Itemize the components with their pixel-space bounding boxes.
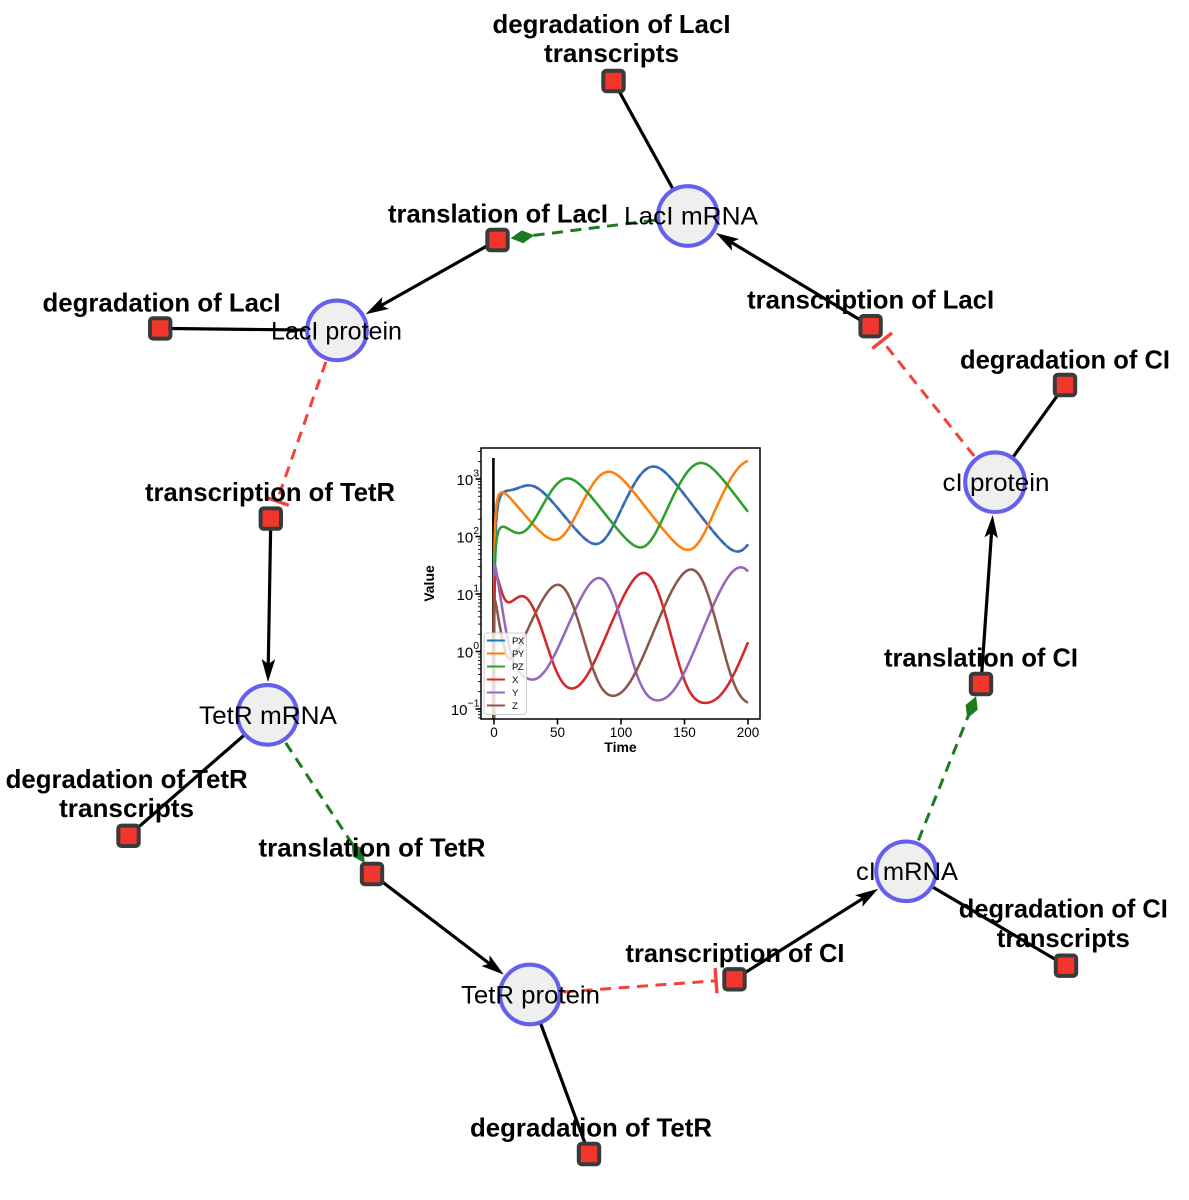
svg-text:PZ: PZ — [512, 662, 524, 673]
svg-text:0: 0 — [473, 640, 479, 652]
svg-text:transcripts: transcripts — [59, 793, 194, 823]
svg-text:TetR mRNA: TetR mRNA — [199, 702, 337, 730]
svg-text:PY: PY — [512, 649, 525, 660]
svg-text:10: 10 — [457, 587, 474, 604]
svg-text:10: 10 — [457, 472, 474, 489]
svg-text:translation of LacI: translation of LacI — [388, 199, 608, 229]
svg-text:3: 3 — [473, 468, 479, 480]
svg-text:transcripts: transcripts — [997, 923, 1130, 953]
svg-text:Value: Value — [421, 565, 437, 602]
svg-text:degradation of TetR: degradation of TetR — [6, 764, 248, 794]
svg-text:transcription of LacI: transcription of LacI — [747, 285, 994, 315]
svg-text:150: 150 — [673, 725, 696, 740]
svg-text:10: 10 — [457, 530, 474, 547]
svg-text:translation of CI: translation of CI — [884, 643, 1078, 673]
svg-text:Time: Time — [604, 739, 637, 755]
svg-text:degradation of CI: degradation of CI — [960, 344, 1170, 374]
svg-text:translation of TetR: translation of TetR — [259, 833, 486, 863]
svg-text:degradation of TetR: degradation of TetR — [470, 1113, 712, 1143]
svg-text:transcription of TetR: transcription of TetR — [145, 477, 395, 507]
svg-text:PX: PX — [512, 636, 525, 647]
svg-text:50: 50 — [550, 725, 565, 740]
svg-text:transcripts: transcripts — [544, 38, 679, 68]
svg-text:100: 100 — [610, 725, 633, 740]
svg-text:Z: Z — [512, 701, 518, 712]
svg-text:2: 2 — [473, 525, 479, 537]
svg-text:LacI mRNA: LacI mRNA — [624, 203, 758, 231]
svg-text:TetR protein: TetR protein — [461, 982, 600, 1010]
svg-text:degradation of LacI: degradation of LacI — [43, 288, 281, 318]
svg-text:1: 1 — [473, 583, 479, 595]
svg-text:degradation of CI: degradation of CI — [959, 894, 1168, 924]
svg-text:degradation of LacI: degradation of LacI — [493, 9, 731, 39]
svg-text:cI protein: cI protein — [943, 469, 1050, 497]
svg-text:10: 10 — [451, 702, 468, 719]
svg-text:cI mRNA: cI mRNA — [856, 858, 958, 886]
svg-text:Y: Y — [512, 688, 519, 699]
svg-text:200: 200 — [737, 725, 760, 740]
svg-text:LacI protein: LacI protein — [271, 318, 402, 346]
svg-text:X: X — [512, 675, 519, 686]
svg-text:0: 0 — [490, 725, 498, 740]
svg-text:10: 10 — [457, 645, 474, 662]
svg-text:transcription of CI: transcription of CI — [626, 938, 845, 968]
svg-text:−1: −1 — [468, 698, 480, 710]
